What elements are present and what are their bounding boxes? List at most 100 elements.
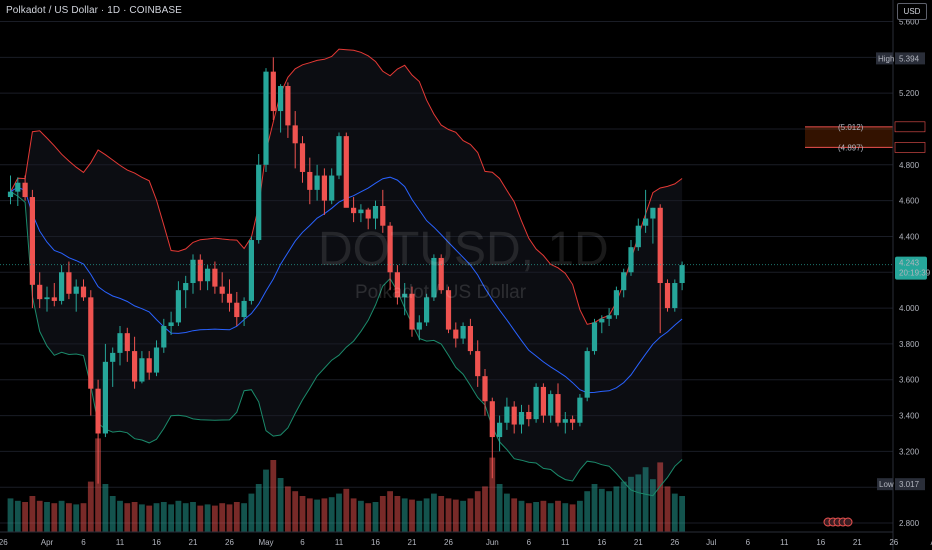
candle-body[interactable] (548, 394, 554, 416)
candle-body[interactable] (577, 397, 583, 423)
candle-body[interactable] (518, 411, 525, 425)
candle-body[interactable] (197, 259, 203, 282)
candle-body[interactable] (489, 401, 495, 438)
candle-body[interactable] (679, 265, 685, 284)
candle-body[interactable] (358, 209, 364, 214)
candle-body[interactable] (212, 268, 218, 287)
candle-body[interactable] (438, 257, 444, 291)
candle-body[interactable] (351, 207, 357, 214)
candle-body[interactable] (95, 388, 101, 434)
candle-body[interactable] (453, 329, 459, 339)
candle-body[interactable] (190, 259, 196, 284)
candle-body[interactable] (153, 347, 160, 373)
candle-body[interactable] (387, 225, 393, 273)
candle-body[interactable] (102, 361, 108, 434)
candle-body[interactable] (467, 326, 473, 352)
candle-body[interactable] (606, 315, 612, 319)
resistance-zone[interactable] (805, 126, 893, 148)
candle-body[interactable] (650, 207, 656, 219)
candle-body[interactable] (314, 175, 320, 190)
candle-body[interactable] (22, 182, 28, 198)
candle-body[interactable] (402, 293, 408, 298)
candle-body[interactable] (533, 386, 539, 420)
candle-body[interactable] (431, 257, 437, 298)
candle-body[interactable] (205, 268, 211, 282)
candle-body[interactable] (445, 290, 452, 330)
candle-body[interactable] (365, 209, 371, 219)
candle-body[interactable] (584, 351, 590, 398)
candle-body[interactable] (555, 394, 561, 423)
candle-body[interactable] (168, 322, 174, 327)
candle-body[interactable] (599, 318, 605, 323)
candle-body[interactable] (88, 297, 94, 389)
candle-body[interactable] (175, 290, 181, 323)
candle-body[interactable] (37, 284, 43, 300)
candle-body[interactable] (511, 406, 517, 425)
candle-body[interactable] (394, 272, 400, 298)
candle-body[interactable] (146, 358, 152, 373)
candle-body[interactable] (73, 286, 79, 294)
candle-body[interactable] (51, 297, 57, 301)
candle-body[interactable] (248, 240, 254, 301)
candle-body[interactable] (44, 297, 50, 300)
candle-body[interactable] (15, 182, 21, 192)
event-marker-icon[interactable] (843, 517, 853, 527)
candle-body[interactable] (643, 218, 649, 226)
candle-body[interactable] (285, 85, 291, 126)
candle-body[interactable] (570, 419, 576, 423)
candle-body[interactable] (343, 136, 349, 208)
currency-selector[interactable]: USD (897, 3, 927, 20)
current-price-tag[interactable] (895, 256, 927, 280)
candle-body[interactable] (409, 293, 415, 330)
candle-body[interactable] (482, 376, 488, 402)
candle-body[interactable] (562, 419, 568, 423)
candle-body[interactable] (59, 272, 65, 301)
candle-body[interactable] (380, 205, 386, 226)
candle-body[interactable] (270, 71, 276, 112)
candle-body[interactable] (80, 286, 87, 298)
candle-body[interactable] (183, 283, 189, 291)
candle-body[interactable] (526, 411, 532, 420)
candle-body[interactable] (424, 297, 430, 323)
candle-body[interactable] (263, 71, 269, 165)
candle-body[interactable] (66, 272, 72, 294)
candle-body[interactable] (278, 85, 284, 112)
candle-body[interactable] (475, 351, 481, 377)
symbol-title[interactable]: Polkadot / US Dollar · 1D · COINBASE (6, 5, 182, 16)
candle-body[interactable] (613, 290, 619, 316)
candle-body[interactable] (292, 125, 298, 144)
candle-body[interactable] (657, 207, 663, 284)
candle-body[interactable] (29, 197, 35, 285)
candle-body[interactable] (329, 175, 335, 201)
candle-body[interactable] (7, 191, 14, 198)
candle-body[interactable] (540, 386, 546, 416)
candle-body[interactable] (372, 205, 379, 219)
candle-body[interactable] (416, 322, 422, 330)
candle-body[interactable] (591, 322, 598, 352)
candle-body[interactable] (307, 171, 313, 190)
candle-body[interactable] (219, 286, 225, 294)
candle-body[interactable] (132, 351, 138, 382)
candle-body[interactable] (110, 352, 116, 362)
candle-body[interactable] (497, 422, 503, 438)
candle-body[interactable] (635, 225, 641, 248)
candle-body[interactable] (139, 358, 145, 382)
candle-body[interactable] (299, 143, 306, 172)
candle-body[interactable] (234, 302, 240, 318)
candle-body[interactable] (256, 164, 262, 241)
candle-body[interactable] (628, 247, 634, 273)
candle-body[interactable] (460, 326, 466, 339)
candle-body[interactable] (321, 175, 327, 201)
candle-body[interactable] (664, 283, 671, 309)
candle-body[interactable] (161, 326, 167, 348)
candle-body[interactable] (226, 293, 233, 303)
candle-body[interactable] (117, 333, 123, 353)
candle-body[interactable] (241, 300, 247, 318)
candle-body[interactable] (124, 333, 130, 352)
candle-body[interactable] (672, 283, 678, 309)
candle-body[interactable] (621, 272, 627, 291)
candle-body[interactable] (336, 136, 342, 176)
candle-body[interactable] (504, 406, 510, 423)
